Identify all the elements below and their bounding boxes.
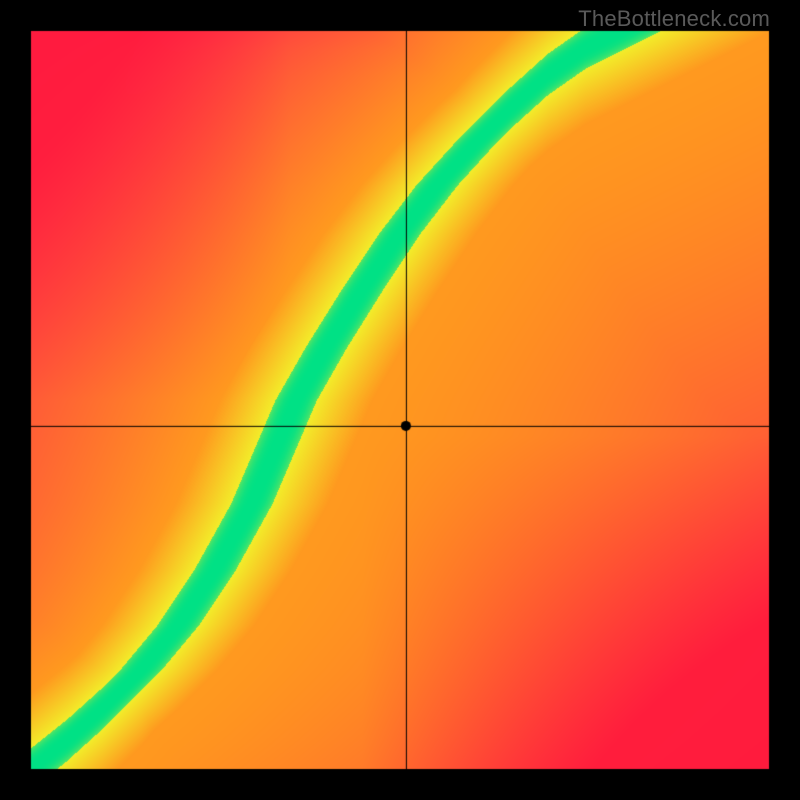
chart-container: { "watermark": "TheBottleneck.com", "cha… [0,0,800,800]
bottleneck-heatmap [0,0,800,800]
watermark-text: TheBottleneck.com [578,6,770,32]
